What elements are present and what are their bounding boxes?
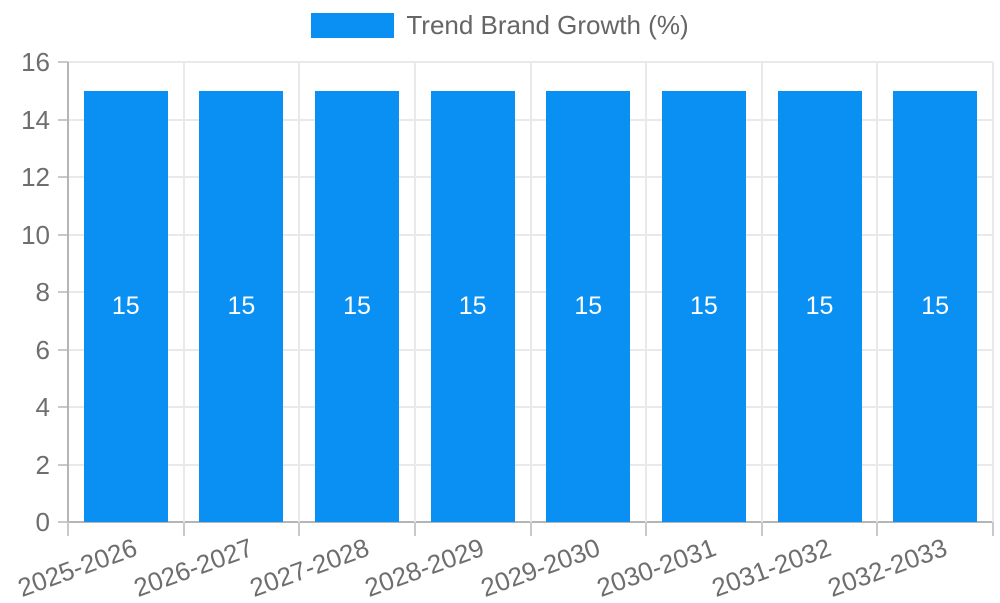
y-axis-tick-label: 6 <box>35 334 50 365</box>
bar[interactable] <box>83 90 168 522</box>
y-axis-tick <box>58 406 68 408</box>
bar-value-label: 15 <box>458 292 487 321</box>
y-axis-tick-label: 8 <box>35 277 50 307</box>
y-axis-tick <box>58 463 68 466</box>
x-axis-tick <box>413 522 416 536</box>
y-axis-tick <box>58 291 68 293</box>
y-axis-tick <box>58 521 68 523</box>
legend: Trend Brand Growth (%) <box>0 0 1000 50</box>
gridline-vertical <box>413 62 416 522</box>
bar[interactable] <box>315 90 400 522</box>
bar[interactable] <box>777 90 862 522</box>
bar-value-label: 15 <box>227 292 256 321</box>
gridline-vertical <box>760 62 763 522</box>
x-axis-tick <box>760 522 763 536</box>
gridline-vertical <box>67 62 69 522</box>
x-axis-tick-label: 2031-2032 <box>708 532 836 603</box>
x-axis-tick <box>876 522 879 536</box>
y-axis-tick <box>58 61 68 63</box>
y-axis-tick-label: 12 <box>21 162 50 192</box>
bar-value-label: 15 <box>574 292 603 321</box>
x-axis-tick <box>67 522 69 536</box>
y-axis-tick-label: 4 <box>35 392 50 422</box>
x-axis-tick-label: 2028-2029 <box>361 532 489 603</box>
bar-value-label: 15 <box>921 292 950 321</box>
x-axis-tick-label: 2027-2028 <box>245 532 373 603</box>
bar[interactable] <box>546 90 631 522</box>
gridline-vertical <box>992 62 994 522</box>
x-axis-tick-label: 2026-2027 <box>129 532 258 603</box>
legend-item[interactable]: Trend Brand Growth (%) <box>311 10 689 40</box>
x-axis-tick-label: 2032-2033 <box>823 532 951 603</box>
bar-value-label: 15 <box>111 292 140 321</box>
y-axis-tick-label: 0 <box>35 507 50 537</box>
y-axis-tick-label: 16 <box>21 47 50 77</box>
y-axis-tick <box>58 118 68 121</box>
x-axis-tick-label: 2030-2031 <box>592 532 720 603</box>
bar[interactable] <box>661 90 746 522</box>
gridline-vertical <box>645 62 648 522</box>
y-axis-tick <box>58 348 68 351</box>
legend-label: Trend Brand Growth (%) <box>406 10 689 40</box>
bar-value-label: 15 <box>805 292 834 321</box>
x-axis-tick <box>298 522 301 536</box>
y-axis-tick-label: 10 <box>21 219 50 250</box>
x-axis-tick <box>992 522 994 536</box>
bar[interactable] <box>893 90 978 522</box>
y-axis-tick <box>58 233 68 236</box>
x-axis-tick <box>645 522 648 536</box>
bar-value-label: 15 <box>690 292 718 321</box>
gridline-vertical <box>529 62 532 522</box>
y-axis-tick-label: 14 <box>21 104 50 135</box>
bar[interactable] <box>430 90 515 522</box>
bar[interactable] <box>199 90 284 522</box>
x-axis-tick-label: 2025-2026 <box>14 532 142 603</box>
x-axis-tick-label: 2029-2030 <box>476 532 604 603</box>
y-axis-tick-label: 2 <box>35 449 50 480</box>
x-axis-tick <box>529 522 532 536</box>
gridline-vertical <box>876 62 879 522</box>
gridline-vertical <box>298 62 301 522</box>
y-axis-tick <box>58 176 68 178</box>
bar-value-label: 15 <box>343 292 371 321</box>
x-axis-tick <box>182 522 185 536</box>
legend-swatch-icon <box>311 12 395 38</box>
gridline-vertical <box>182 62 185 522</box>
